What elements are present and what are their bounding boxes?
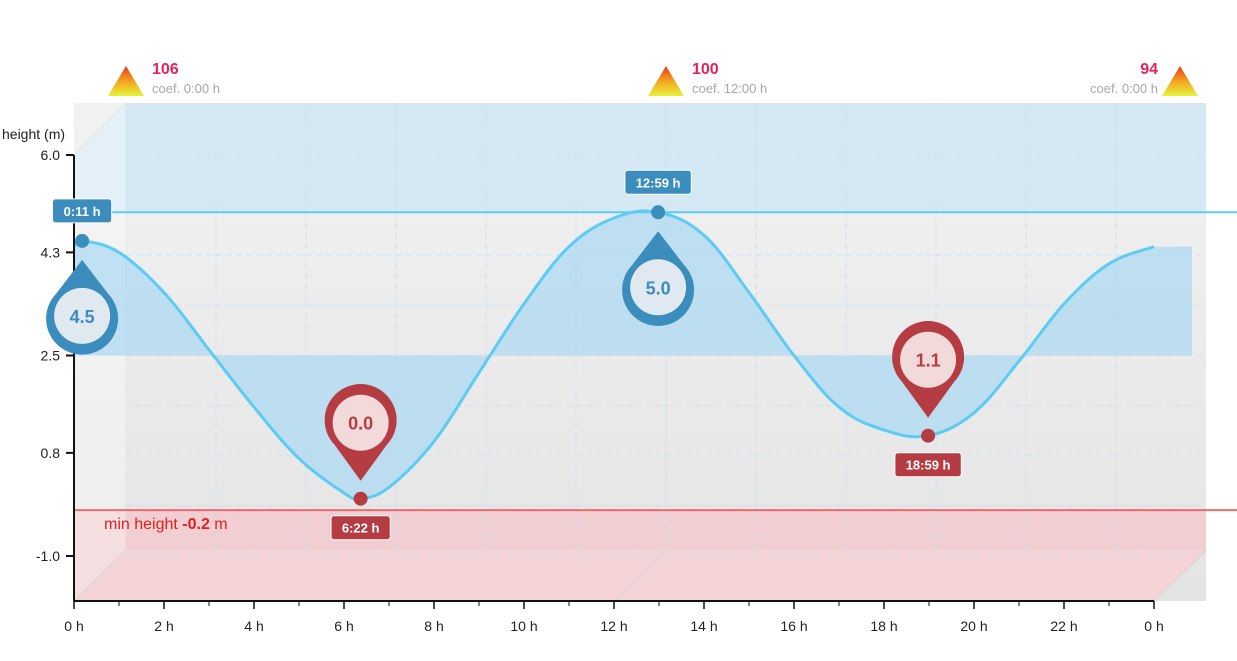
extreme-point bbox=[353, 491, 368, 506]
min-height-unit: m bbox=[210, 516, 228, 533]
tide-curve bbox=[72, 209, 1155, 501]
y-tick-label: 6.0 bbox=[41, 147, 61, 163]
y-tick-label: 2.5 bbox=[41, 348, 61, 364]
x-tick-label: 0 h bbox=[1144, 618, 1163, 634]
x-tick-label: 10 h bbox=[510, 618, 537, 634]
y-tick-label: 4.3 bbox=[41, 244, 61, 260]
coefficient: 106 coef. 0:00 h bbox=[108, 61, 220, 96]
floor-divider bbox=[613, 548, 667, 602]
coefficient-icon bbox=[108, 66, 144, 96]
pin-value: 0.0 bbox=[348, 414, 373, 434]
time-label: 6:22 h bbox=[342, 521, 380, 536]
time-badge bbox=[894, 452, 962, 478]
axes: height (m) 6.0 4.3 2.5 0.8 -1.0 0 h 2 h 4 h 6 h 8 … bbox=[2, 126, 1164, 634]
coefficient-icon bbox=[1162, 66, 1198, 96]
pin-value: 5.0 bbox=[646, 278, 671, 298]
coefficient-label: coef. 0:00 h bbox=[152, 81, 220, 96]
coefficient: 100 coef. 12:00 h bbox=[648, 61, 767, 96]
x-tick-label: 14 h bbox=[690, 618, 717, 634]
pin-inner bbox=[332, 394, 389, 451]
x-tick-label: 2 h bbox=[154, 618, 173, 634]
coefficient-label: coef. 12:00 h bbox=[692, 81, 767, 96]
x-tick-label: 20 h bbox=[960, 618, 987, 634]
x-tick-label: 0 h bbox=[64, 618, 83, 634]
pin-inner bbox=[900, 331, 957, 388]
y-tick-label: 0.8 bbox=[41, 445, 61, 461]
coefficients: 106 coef. 0:00 h 100 coef. 12:00 h 94 coef. 0… bbox=[108, 61, 1198, 96]
coefficient: 94 coef. 0:00 h bbox=[1090, 61, 1198, 96]
pin-inner bbox=[630, 259, 687, 316]
high-tide-marker: 4.5 0:11 h bbox=[46, 198, 119, 355]
coefficient-value: 94 bbox=[1140, 61, 1158, 78]
coefficient-value: 106 bbox=[152, 61, 179, 78]
min-height-value: -0.2 bbox=[182, 516, 210, 533]
x-tick-label: 6 h bbox=[334, 618, 353, 634]
extreme-point bbox=[921, 428, 936, 443]
y-tick-label: -1.0 bbox=[36, 548, 60, 564]
min-height-label: min height -0.2 m bbox=[104, 516, 228, 533]
min-height-prefix: min height bbox=[104, 516, 182, 533]
time-label: 18:59 h bbox=[906, 458, 951, 473]
time-label: 0:11 h bbox=[64, 204, 101, 219]
pin-value: 1.1 bbox=[916, 351, 941, 371]
x-tick-label: 22 h bbox=[1050, 618, 1077, 634]
x-tick-label: 12 h bbox=[600, 618, 627, 634]
low-tide-marker: 0.0 6:22 h bbox=[324, 384, 397, 541]
high-band bbox=[74, 103, 1206, 213]
coefficient-value: 100 bbox=[692, 61, 719, 78]
coefficient-label: coef. 0:00 h bbox=[1090, 81, 1158, 96]
time-badge bbox=[624, 169, 692, 195]
pin-inner bbox=[54, 287, 111, 344]
time-label: 12:59 h bbox=[636, 175, 681, 190]
extreme-point bbox=[651, 205, 666, 220]
time-badge bbox=[330, 515, 391, 541]
extreme-markers: 4.5 0:11 h 0.0 6:22 h 5.0 12:59 h 1.1 18:59 h bbox=[46, 169, 965, 541]
y-axis-title: height (m) bbox=[2, 126, 65, 142]
time-badge bbox=[52, 198, 113, 224]
high-tide-marker: 5.0 12:59 h bbox=[622, 169, 695, 326]
extreme-point bbox=[75, 233, 90, 248]
x-tick-label: 8 h bbox=[424, 618, 443, 634]
pin-value: 4.5 bbox=[70, 307, 95, 327]
x-tick-label: 16 h bbox=[780, 618, 807, 634]
x-tick-label: 18 h bbox=[870, 618, 897, 634]
low-tide-marker: 1.1 18:59 h bbox=[892, 321, 965, 478]
coefficient-icon bbox=[648, 66, 684, 96]
x-tick-label: 4 h bbox=[244, 618, 263, 634]
